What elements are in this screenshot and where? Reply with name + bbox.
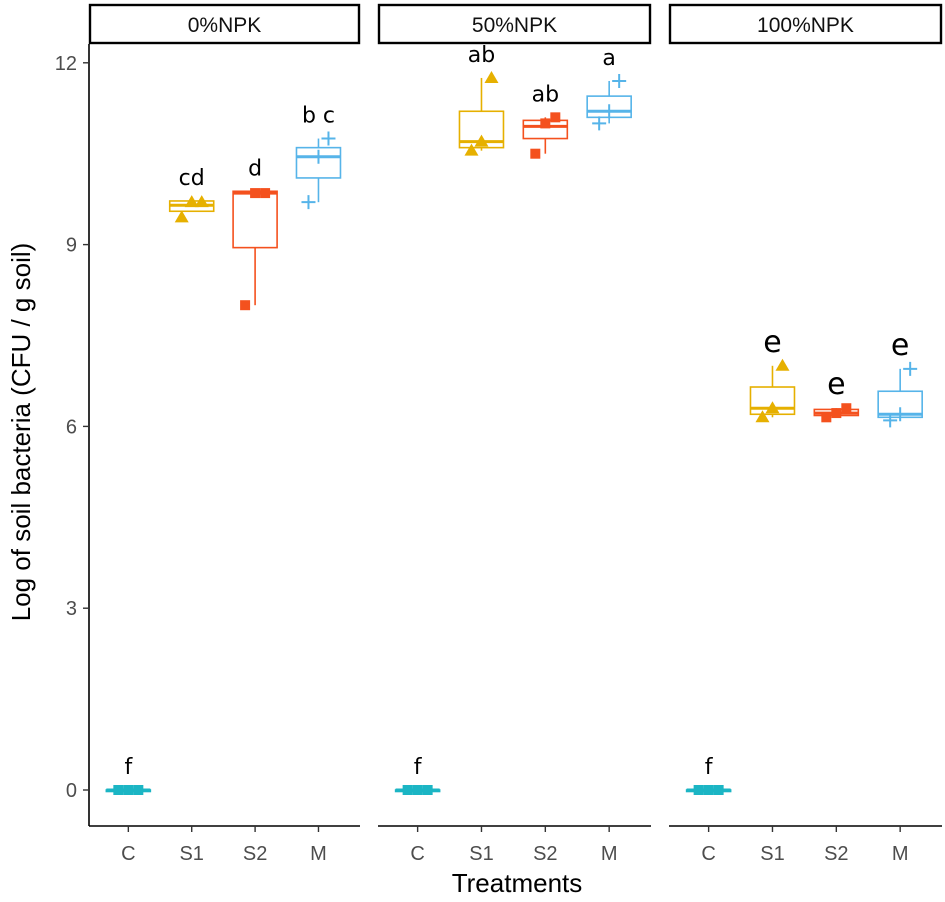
data-point bbox=[301, 195, 316, 210]
data-point bbox=[755, 410, 770, 423]
data-point bbox=[602, 104, 617, 119]
x-tick-label: C bbox=[701, 843, 715, 865]
facet-strip-label: 100%NPK bbox=[757, 14, 854, 37]
x-tick-label: M bbox=[601, 843, 618, 865]
x-tick-label: S1 bbox=[760, 843, 784, 865]
y-tick-label: 9 bbox=[66, 235, 77, 257]
data-point bbox=[474, 134, 489, 147]
box bbox=[232, 190, 278, 249]
facet-panel: 0%NPK Cf S1 cd S2 d Mb c bbox=[88, 3, 361, 865]
data-point bbox=[113, 785, 124, 795]
data-point bbox=[412, 785, 423, 795]
x-tick-label: S1 bbox=[179, 843, 203, 865]
box-group: f bbox=[394, 755, 441, 795]
y-tick-label: 3 bbox=[66, 598, 77, 620]
significance-label: d bbox=[248, 156, 262, 181]
x-axis-title: Treatments bbox=[452, 868, 583, 898]
y-tick-label: 0 bbox=[66, 780, 77, 802]
significance-label: cd bbox=[179, 166, 205, 191]
y-axis: 0 3 6 9 12 bbox=[55, 44, 90, 826]
y-axis-title: Log of soil bacteria (CFU / g soil) bbox=[6, 243, 36, 622]
data-point bbox=[174, 210, 189, 223]
data-point bbox=[402, 785, 413, 795]
significance-label: e bbox=[891, 328, 909, 363]
significance-label: b c bbox=[302, 104, 335, 129]
significance-label: ab bbox=[468, 43, 495, 68]
data-point bbox=[550, 112, 561, 123]
x-tick-label: S2 bbox=[533, 843, 557, 865]
box-group: ab bbox=[458, 43, 505, 156]
box-group: f bbox=[105, 755, 152, 795]
data-point bbox=[321, 131, 336, 146]
box-group: e bbox=[749, 325, 796, 423]
facet-strip bbox=[88, 3, 361, 45]
box-group: f bbox=[685, 755, 732, 795]
data-point bbox=[133, 785, 144, 795]
data-point bbox=[484, 70, 499, 83]
facet-panel: 50%NPK Cf S1 ab S2 ab Ma bbox=[377, 3, 652, 865]
data-point bbox=[775, 358, 790, 371]
data-point bbox=[311, 149, 326, 164]
box-group: e bbox=[813, 367, 860, 423]
data-point bbox=[903, 361, 918, 376]
data-point bbox=[194, 195, 209, 208]
y-tick-label: 12 bbox=[55, 53, 77, 75]
box-group: a bbox=[586, 46, 632, 131]
data-point bbox=[422, 785, 433, 795]
y-tick-label: 6 bbox=[66, 416, 77, 438]
data-point bbox=[693, 785, 704, 795]
x-tick-label: M bbox=[892, 843, 909, 865]
data-point bbox=[240, 300, 251, 311]
box-group: d bbox=[232, 156, 278, 311]
significance-label: ab bbox=[532, 82, 559, 107]
box-group: cd bbox=[168, 166, 215, 223]
facet-strip-label: 50%NPK bbox=[472, 14, 557, 37]
box-group: ab bbox=[522, 82, 569, 159]
data-point bbox=[883, 413, 898, 428]
facet-panel: 100%NPK Cf S1 e S2 e Me bbox=[668, 3, 943, 865]
significance-label: e bbox=[827, 367, 845, 402]
data-point bbox=[530, 148, 541, 159]
facet-strip-label: 0%NPK bbox=[188, 14, 262, 37]
data-point bbox=[612, 73, 627, 88]
x-tick-label: S2 bbox=[824, 843, 848, 865]
data-point bbox=[713, 785, 724, 795]
data-point bbox=[592, 116, 607, 131]
data-point bbox=[841, 403, 852, 414]
data-point bbox=[260, 188, 271, 199]
significance-label: f bbox=[705, 755, 714, 780]
x-tick-label: C bbox=[410, 843, 424, 865]
data-point bbox=[765, 401, 780, 414]
significance-label: a bbox=[602, 46, 615, 71]
data-point bbox=[893, 407, 908, 422]
data-point bbox=[250, 188, 261, 199]
box-group: e bbox=[877, 328, 923, 428]
significance-label: e bbox=[763, 325, 781, 360]
x-tick-label: C bbox=[121, 843, 135, 865]
x-tick-label: M bbox=[310, 843, 327, 865]
x-tick-label: S1 bbox=[469, 843, 493, 865]
facet-strip bbox=[377, 3, 652, 45]
data-point bbox=[464, 143, 479, 156]
facet-strip bbox=[668, 3, 943, 45]
box-group: b c bbox=[295, 104, 342, 210]
facet-panels: 0%NPK Cf S1 cd S2 d Mb c 50%NPK Cf S1 ab S2 ab Ma 100%… bbox=[88, 3, 943, 865]
data-point bbox=[540, 118, 551, 129]
significance-label: f bbox=[124, 755, 133, 780]
data-point bbox=[184, 195, 199, 208]
data-point bbox=[831, 408, 842, 419]
significance-label: f bbox=[414, 755, 423, 780]
data-point bbox=[703, 785, 714, 795]
data-point bbox=[821, 412, 832, 423]
x-tick-label: S2 bbox=[243, 843, 267, 865]
data-point bbox=[123, 785, 134, 795]
